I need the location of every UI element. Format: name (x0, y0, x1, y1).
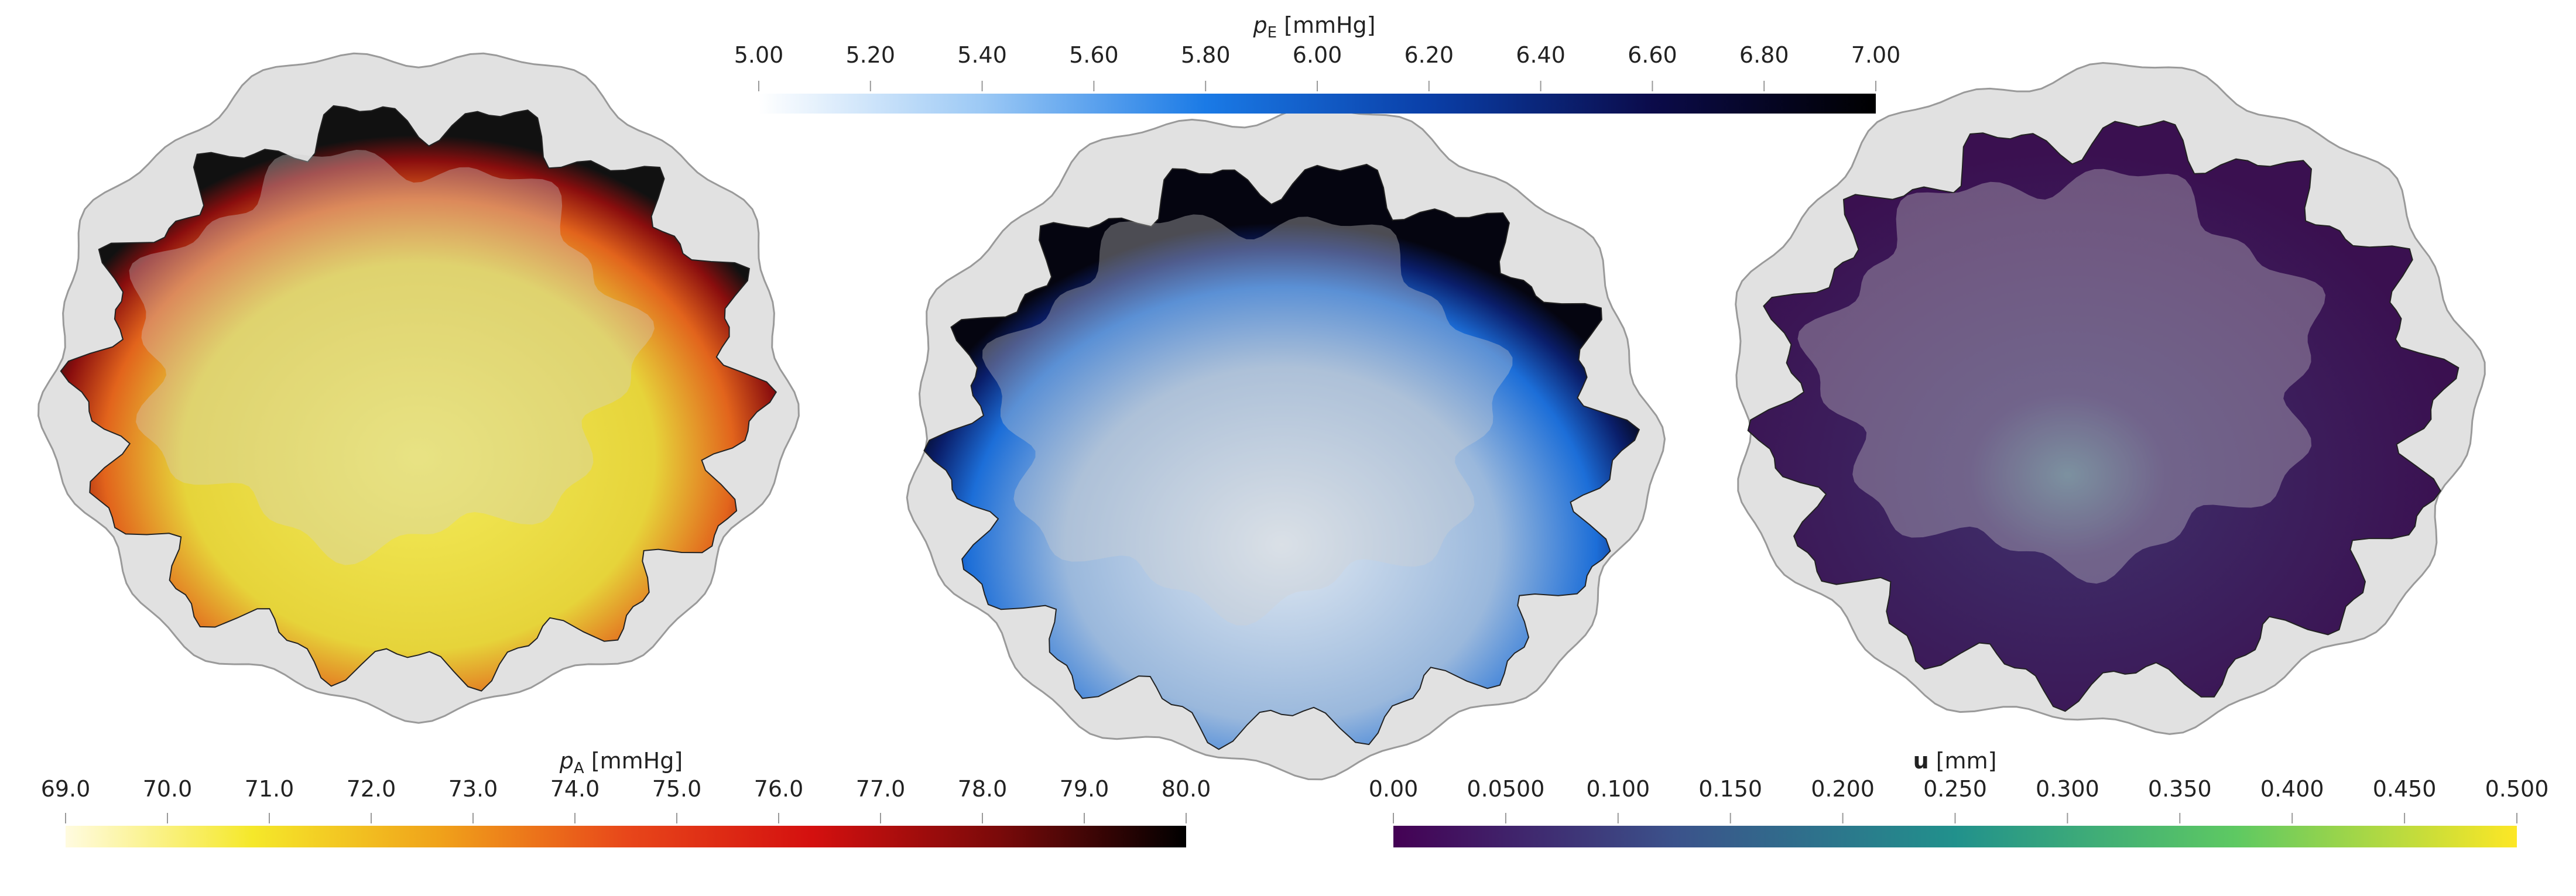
tick-label: 76.0 (754, 776, 804, 802)
tick-label: 0.350 (2148, 776, 2212, 802)
tick-label: 5.20 (845, 42, 895, 68)
colorbar-title: pE [mmHg] (1252, 12, 1375, 42)
tick-label: 5.80 (1181, 42, 1231, 68)
tick-label: 74.0 (550, 776, 600, 802)
tick-label: 5.40 (957, 42, 1007, 68)
colorbar (759, 94, 1876, 114)
tick-label: 0.00 (1369, 776, 1419, 802)
tick-label: 6.00 (1293, 42, 1342, 68)
tick-label: 77.0 (856, 776, 906, 802)
unit: [mm] (1936, 748, 1997, 774)
tick-label: 5.60 (1069, 42, 1119, 68)
unit: [mmHg] (1284, 12, 1375, 38)
brain-cortex (1747, 120, 2459, 712)
brain-renderings (37, 52, 2486, 781)
tick-label: 6.40 (1516, 42, 1566, 68)
tick-label: 78.0 (958, 776, 1008, 802)
colorbar-title: pA [mmHg] (559, 748, 683, 777)
symbol: u (1913, 748, 1929, 774)
subscript: A (574, 760, 584, 777)
tick-label: 0.200 (1811, 776, 1875, 802)
tick-label: 79.0 (1060, 776, 1109, 802)
space (584, 748, 591, 774)
tick-label: 70.0 (143, 776, 193, 802)
brain-overlay (1797, 169, 2326, 584)
tick-label: 69.0 (41, 776, 91, 802)
tick-label: 72.0 (347, 776, 396, 802)
tick-label: 73.0 (448, 776, 498, 802)
tick-label: 0.500 (2485, 776, 2549, 802)
colorbar (66, 826, 1186, 847)
tick-label: 6.60 (1628, 42, 1677, 68)
brain-overlay (982, 214, 1513, 626)
tick-label: 0.150 (1698, 776, 1762, 802)
tick-label: 6.80 (1739, 42, 1789, 68)
space (1277, 12, 1284, 38)
tick-label: 80.0 (1162, 776, 1211, 802)
space (1929, 748, 1936, 774)
brain-cortex (923, 163, 1640, 750)
brain-overlay (129, 150, 655, 565)
symbol: p (559, 748, 574, 774)
colorbars: pE [mmHg]5.00 5.20 5.40 5.60 5.80 6.00 6.20 6.4… (41, 12, 2549, 847)
tick-label: 7.00 (1851, 42, 1901, 68)
colorbar-title: u [mm] (1913, 748, 1997, 774)
brain-cortex (60, 105, 777, 692)
tick-label: 0.450 (2373, 776, 2437, 802)
tick-label: 6.20 (1404, 42, 1454, 68)
tick-label: 71.0 (245, 776, 294, 802)
unit: [mmHg] (591, 748, 683, 774)
symbol: p (1252, 12, 1267, 38)
tick-label: 0.0500 (1467, 776, 1544, 802)
tick-label: 5.00 (734, 42, 784, 68)
subscript: E (1268, 24, 1277, 42)
tick-label: 0.250 (1923, 776, 1987, 802)
tick-label: 0.300 (2036, 776, 2099, 802)
tick-label: 0.400 (2260, 776, 2324, 802)
colorbar (1393, 826, 2517, 847)
tick-label: 0.100 (1586, 776, 1650, 802)
tick-label: 75.0 (652, 776, 702, 802)
